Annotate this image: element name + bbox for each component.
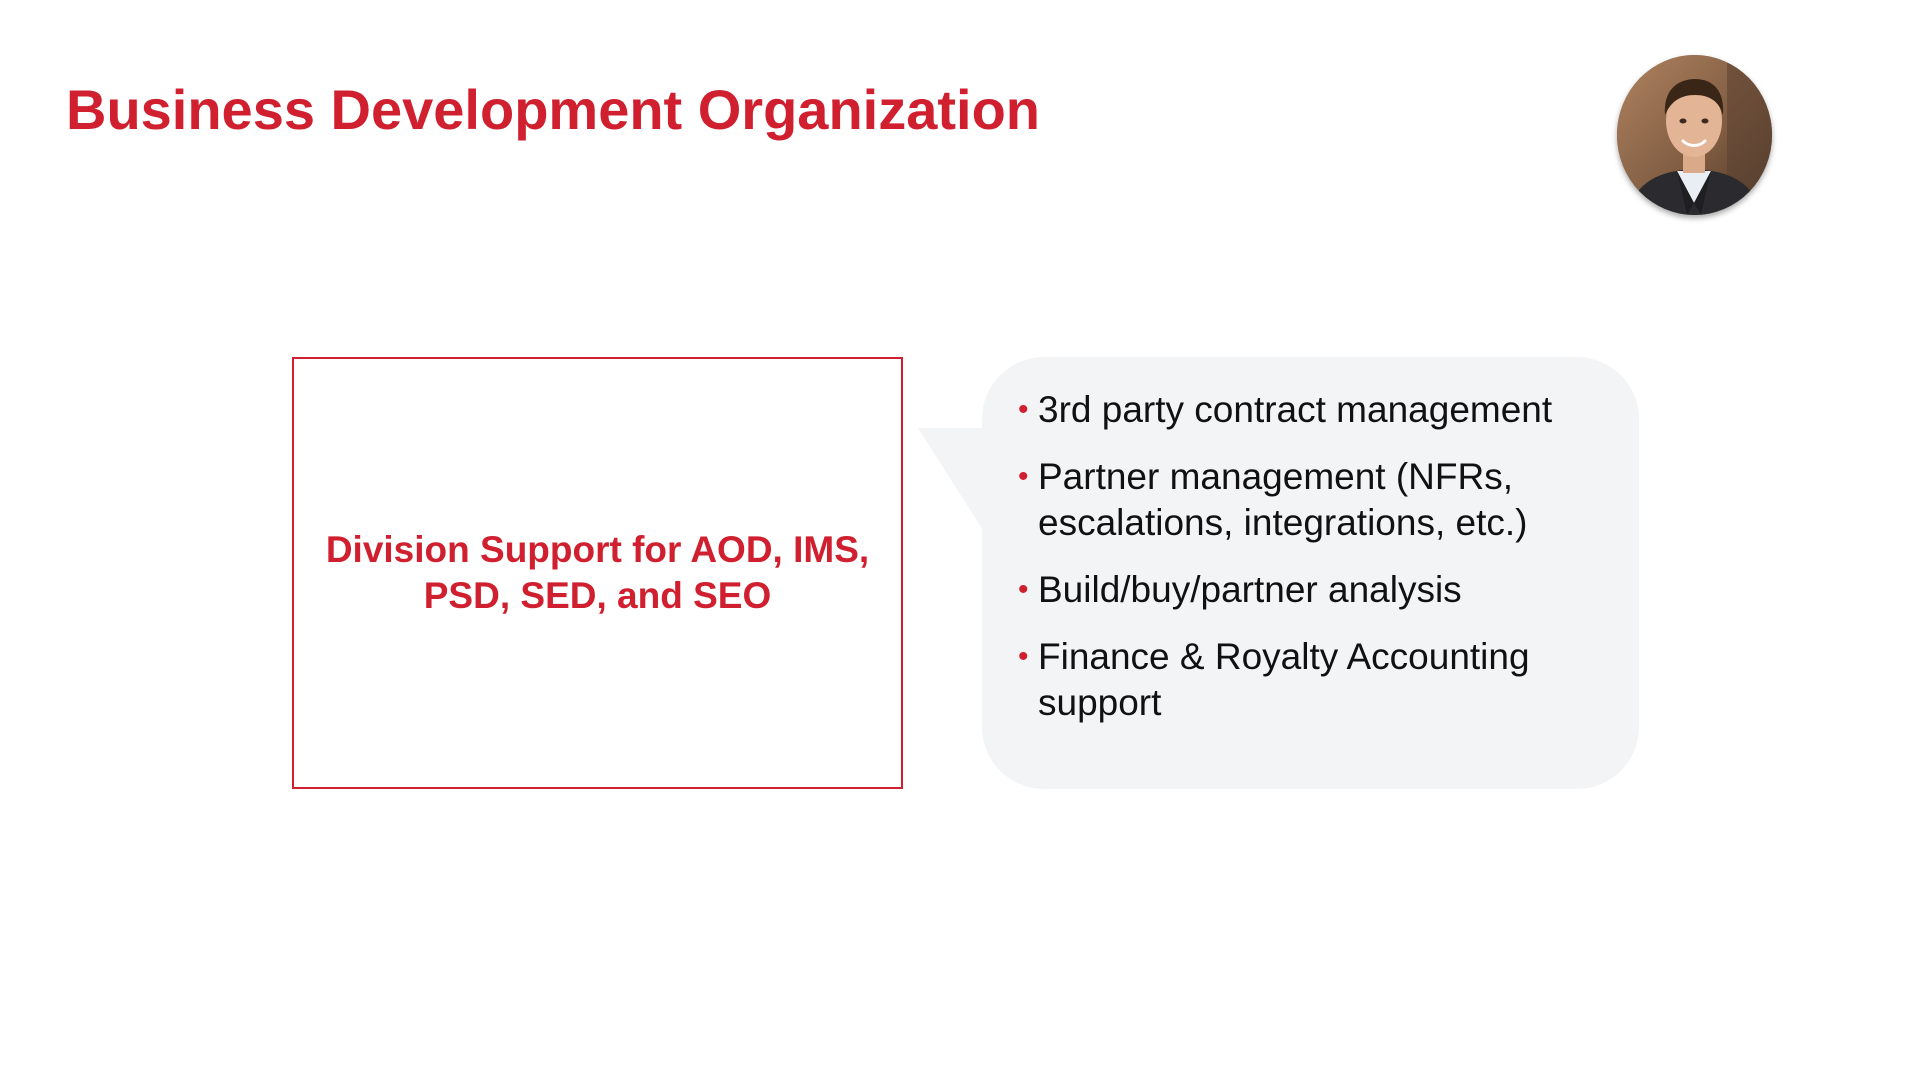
bullet-item: • Finance & Royalty Accounting support bbox=[1018, 634, 1619, 726]
presenter-avatar bbox=[1617, 55, 1772, 215]
presenter-photo-icon bbox=[1617, 55, 1772, 215]
bullet-icon: • bbox=[1018, 640, 1029, 673]
responsibilities-list: • 3rd party contract management • Partne… bbox=[1018, 387, 1619, 726]
bullet-item: • Build/buy/partner analysis bbox=[1018, 567, 1619, 613]
slide-title: Business Development Organization bbox=[66, 78, 1040, 141]
division-support-box: Division Support for AOD, IMS, PSD, SED,… bbox=[292, 357, 903, 789]
bullet-text: Partner management (NFRs, escalations, i… bbox=[1038, 456, 1528, 543]
bullet-text: Build/buy/partner analysis bbox=[1038, 569, 1462, 610]
responsibilities-callout: • 3rd party contract management • Partne… bbox=[982, 357, 1639, 789]
bullet-text: Finance & Royalty Accounting support bbox=[1038, 636, 1530, 723]
bullet-item: • 3rd party contract management bbox=[1018, 387, 1619, 433]
bullet-icon: • bbox=[1018, 573, 1029, 606]
bullet-text: 3rd party contract management bbox=[1038, 389, 1553, 430]
division-support-text: Division Support for AOD, IMS, PSD, SED,… bbox=[325, 529, 870, 616]
bullet-item: • Partner management (NFRs, escalations,… bbox=[1018, 454, 1619, 546]
bullet-icon: • bbox=[1018, 393, 1029, 426]
bullet-icon: • bbox=[1018, 460, 1029, 493]
